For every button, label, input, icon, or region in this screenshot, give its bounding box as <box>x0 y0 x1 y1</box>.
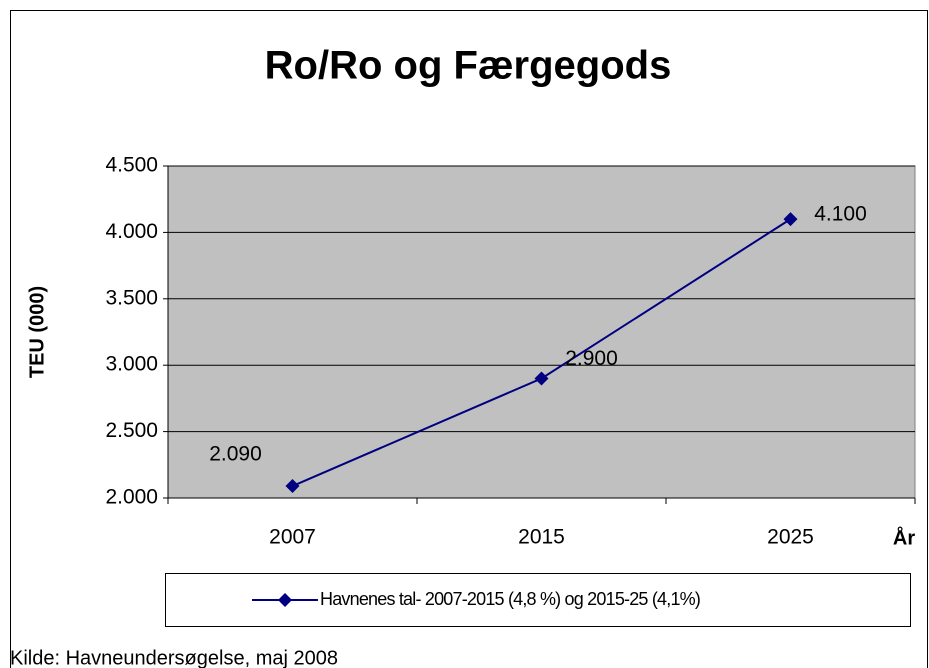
chart-title: Ro/Ro og Færgegods <box>265 44 672 88</box>
data-label: 2.090 <box>209 443 262 466</box>
data-label: 4.100 <box>814 203 867 226</box>
plot-area <box>167 165 916 499</box>
data-label: 2.900 <box>565 347 618 370</box>
point-marker <box>783 212 798 227</box>
point-marker <box>534 371 549 386</box>
legend-label: Havnenes tal- 2007-2015 (4,8 %) og 2015-… <box>320 589 700 609</box>
x-axis-label: År <box>893 525 915 549</box>
y-tick-label: 4.500 <box>105 154 158 177</box>
y-tick-label: 2.500 <box>105 419 158 442</box>
y-tick-label: 3.500 <box>105 286 158 309</box>
y-tick-label: 3.000 <box>105 353 158 376</box>
legend-marker <box>278 593 292 607</box>
y-axis-label: TEU (000) <box>26 286 48 378</box>
y-tick-label: 4.000 <box>105 220 158 243</box>
source-note: Kilde: Havneundersøgelse, maj 2008 <box>10 647 338 668</box>
x-tick-label: 2015 <box>518 526 565 549</box>
x-tick-label: 2007 <box>269 526 316 549</box>
y-tick-label: 2.000 <box>105 486 158 509</box>
point-marker <box>285 479 300 494</box>
x-tick-label: 2025 <box>767 526 814 549</box>
